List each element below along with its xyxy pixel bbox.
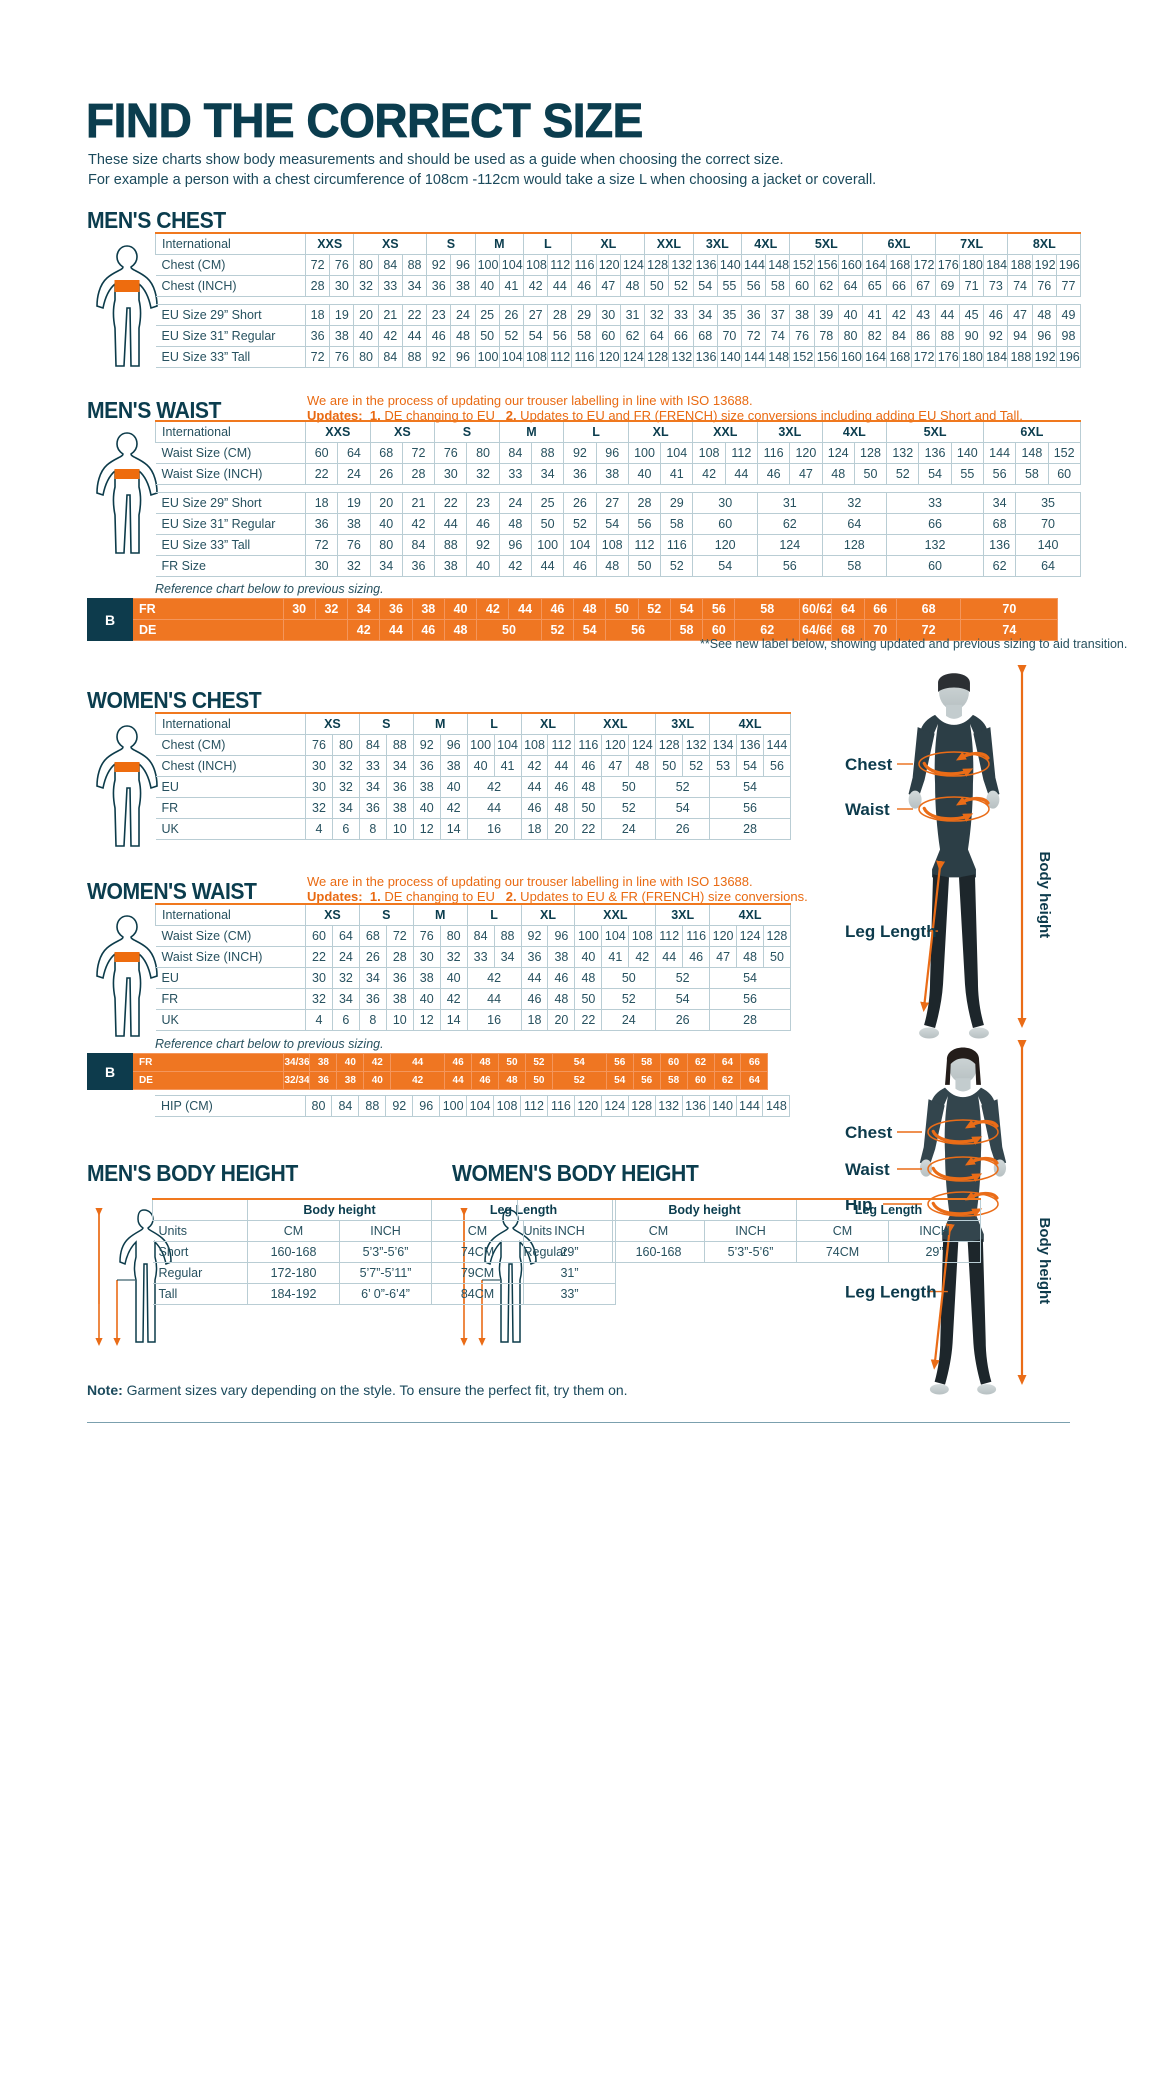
svg-text:Chest: Chest (845, 1123, 893, 1142)
svg-text:Body height: Body height (1036, 1218, 1053, 1305)
svg-text:Chest: Chest (845, 755, 893, 774)
svg-text:Leg Length: Leg Length (845, 1283, 937, 1302)
svg-text:Waist: Waist (845, 800, 890, 819)
svg-text:Leg Length: Leg Length (845, 922, 937, 941)
svg-text:Body height: Body height (1036, 852, 1053, 939)
svg-text:Waist: Waist (845, 1160, 890, 1179)
